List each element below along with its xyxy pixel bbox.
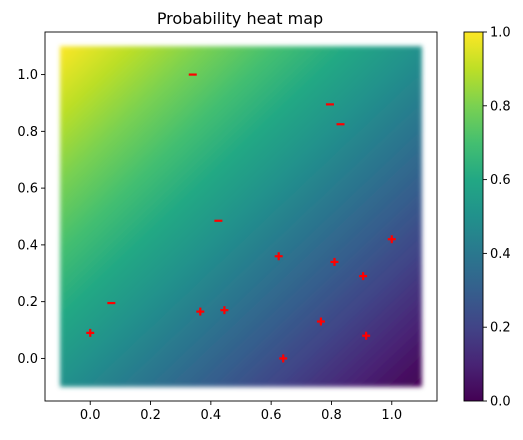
colorbar: 0.0 0.2 0.4 0.6 0.8 1.0	[463, 26, 511, 410]
colorbar-tick-label: 0.8	[490, 99, 511, 114]
x-tick-label: 0.2	[140, 408, 161, 423]
colorbar-tick-label: 0.2	[490, 321, 511, 336]
plus-marker	[196, 307, 205, 316]
plus-marker	[359, 272, 368, 281]
axes: 0.0 0.2 0.4 0.6 0.8 1.0 0.0 0.2 0.4 0.6 0.8 1.0	[17, 31, 438, 423]
x-tick-label: 0.0	[80, 408, 101, 423]
plus-marker	[316, 317, 325, 326]
y-tick-label: 1.0	[17, 68, 38, 83]
y-tick-label: 0.0	[17, 352, 38, 367]
plus-marker	[279, 354, 288, 363]
colorbar-tick-label: 0.4	[490, 247, 511, 262]
x-tick-label: 1.0	[381, 408, 402, 423]
heatmap-area	[60, 46, 422, 387]
colorbar-tick-label: 0.6	[490, 173, 511, 188]
x-tick-label: 0.4	[201, 408, 222, 423]
colorbar-gradient	[463, 31, 484, 402]
y-tick-label: 0.4	[17, 238, 38, 253]
colorbar-tick-label: 0.0	[490, 395, 511, 410]
x-tick-label: 0.8	[321, 408, 342, 423]
y-tick-label: 0.2	[17, 295, 38, 310]
colorbar-tick-label: 1.0	[490, 26, 511, 41]
plus-marker	[387, 235, 396, 244]
x-tick-label: 0.6	[261, 408, 282, 423]
data-points	[86, 73, 396, 363]
chart-title: Probability heat map	[157, 9, 323, 28]
plus-marker	[86, 328, 95, 337]
plot-frame	[44, 31, 438, 402]
plus-marker	[220, 306, 229, 315]
y-tick-label: 0.6	[17, 182, 38, 197]
y-tick-label: 0.8	[17, 125, 38, 140]
plus-marker	[362, 331, 371, 340]
plus-marker	[274, 252, 283, 261]
plus-marker	[330, 257, 339, 266]
heatmap-fill	[60, 46, 422, 387]
